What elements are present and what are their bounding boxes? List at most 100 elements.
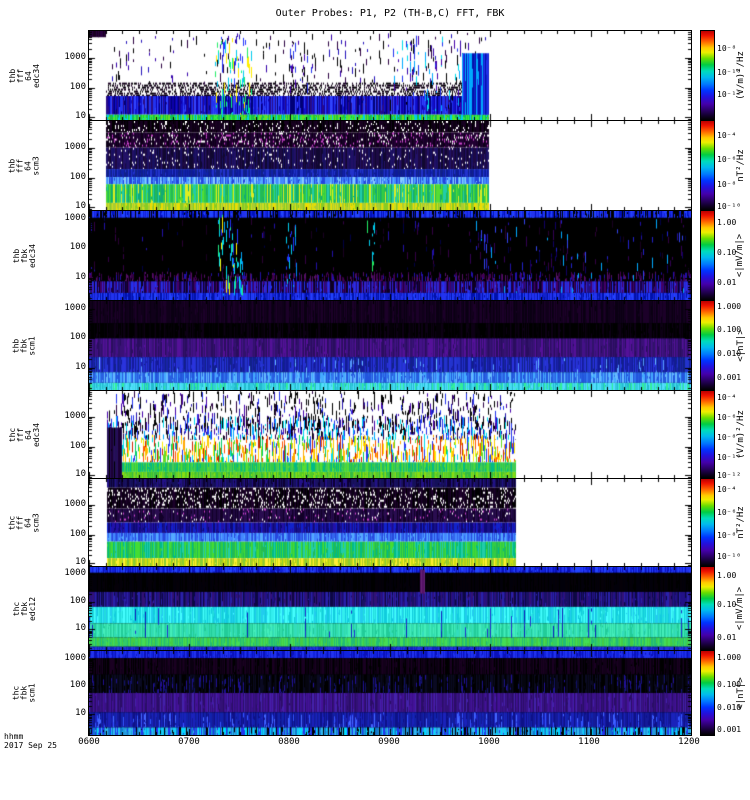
colorbar-unit-label: (V/m)²/Hz bbox=[733, 30, 749, 121]
y-tick-label: 10 bbox=[75, 708, 86, 718]
y-tick-label: 1000 bbox=[64, 411, 86, 422]
colorbar-thc_fff_64_scm3 bbox=[700, 478, 715, 567]
spectrogram-canvas-thb_fbk_edc34 bbox=[89, 211, 691, 300]
spectrogram-panel-thc_fbk_edc12 bbox=[88, 566, 692, 651]
colorbar-unit-label: nT²/Hz bbox=[733, 120, 749, 211]
colorbar-unit-text: (V/m)²/Hz bbox=[735, 410, 746, 459]
y-tick-label: 1000 bbox=[64, 213, 86, 223]
colorbar-tick-label: 10⁻⁶ bbox=[717, 412, 737, 422]
colorbar-tick-label: 10⁻⁴ bbox=[717, 392, 737, 402]
spectrogram-canvas-thb_fff_64_edc34 bbox=[89, 31, 691, 120]
y-tick-label: 10 bbox=[75, 623, 86, 634]
colorbar-unit-label: <|nT|> bbox=[733, 300, 749, 391]
colorbar-tick-label: 10⁻¹² bbox=[717, 471, 742, 481]
y-tick-label: 100 bbox=[69, 528, 86, 539]
colorbar-thb_fbk_edc34 bbox=[700, 210, 715, 301]
colorbar-tick-label: 10⁻⁸ bbox=[717, 180, 737, 190]
colorbar-tick-label: 10⁻¹⁰ bbox=[717, 202, 742, 212]
y-tick-label: 10 bbox=[75, 361, 86, 372]
spectrogram-panel-thc_fff_64_scm3 bbox=[88, 478, 692, 567]
panel-label-thb_fff_64_edc34: thb fff 64 edc34 bbox=[6, 30, 44, 121]
colorbar-tick-label: 10⁻¹⁰ bbox=[717, 67, 742, 77]
spectrogram-panel-thb_fff_64_edc34 bbox=[88, 30, 692, 121]
colorbar-thb_fbk_scm1 bbox=[700, 300, 715, 391]
colorbar-unit-text: <|mV/m|> bbox=[735, 233, 746, 278]
panel-label-text: thc fbk edc12 bbox=[12, 596, 37, 621]
y-tick-label: 1000 bbox=[64, 568, 86, 579]
colorbar-tick-label: 1.000 bbox=[717, 652, 742, 662]
y-tick-label: 100 bbox=[69, 440, 86, 451]
y-tick-label: 1000 bbox=[64, 652, 86, 663]
y-tick-label: 10 bbox=[75, 111, 86, 122]
spectrogram-panel-thc_fbk_scm1 bbox=[88, 650, 692, 736]
spectrogram-panel-thc_fff_64_edc34 bbox=[88, 390, 692, 479]
colorbar-tick-label: 10⁻⁴ bbox=[717, 485, 737, 495]
colorbar-unit-label: <|nT|> bbox=[733, 650, 749, 736]
panel-label-thb_fff_64_scm3: thb fff 64 scm3 bbox=[6, 120, 44, 211]
colorbar-tick-label: 1.00 bbox=[717, 571, 737, 581]
colorbar-tick-label: 1.00 bbox=[717, 217, 737, 227]
colorbar-tick-label: 0.001 bbox=[717, 372, 742, 382]
colorbar-tick-label: 1.000 bbox=[717, 302, 742, 312]
y-tick-label: 10 bbox=[75, 201, 86, 212]
panel-label-thc_fff_64_edc34: thc fff 64 edc34 bbox=[6, 390, 44, 479]
colorbar-tick-label: 0.10 bbox=[717, 247, 737, 257]
x-tick-label: 0900 bbox=[378, 737, 400, 747]
spectrogram-canvas-thc_fbk_edc12 bbox=[89, 567, 691, 650]
panel-label-thc_fff_64_scm3: thc fff 64 scm3 bbox=[6, 478, 44, 567]
y-tick-label: 1000 bbox=[64, 499, 86, 510]
x-tick-label: 0600 bbox=[78, 737, 100, 747]
panel-label-thb_fbk_edc34: thb fbk edc34 bbox=[6, 210, 44, 301]
y-tick-label: 10 bbox=[75, 469, 86, 480]
panel-label-text: thc fff 64 edc34 bbox=[8, 422, 41, 447]
y-tick-label: 1000 bbox=[64, 303, 86, 313]
panel-label-text: thc fff 64 scm3 bbox=[7, 512, 41, 533]
panel-label-thc_fbk_edc12: thc fbk edc12 bbox=[6, 566, 44, 651]
y-tick-label: 100 bbox=[69, 680, 86, 691]
colorbar-thc_fbk_edc12 bbox=[700, 566, 715, 651]
spectrogram-canvas-thc_fbk_scm1 bbox=[89, 651, 691, 735]
y-tick-label: 100 bbox=[69, 595, 86, 606]
spectrogram-canvas-thc_fff_64_edc34 bbox=[89, 391, 691, 478]
spectrogram-panel-thb_fbk_scm1 bbox=[88, 300, 692, 391]
colorbar-tick-label: 10⁻¹⁰ bbox=[717, 452, 742, 462]
colorbar-thb_fff_64_edc34 bbox=[700, 30, 715, 121]
y-tick-label: 1000 bbox=[64, 51, 86, 62]
colorbar-unit-text: (V/m)²/Hz bbox=[735, 51, 746, 100]
colorbar-tick-label: 10⁻¹⁰ bbox=[717, 552, 742, 562]
colorbar-thc_fff_64_edc34 bbox=[700, 390, 715, 479]
colorbar-tick-label: 0.001 bbox=[717, 724, 742, 734]
panel-label-text: thb fff 64 edc34 bbox=[8, 63, 41, 88]
colorbar-tick-label: 10⁻⁶ bbox=[717, 507, 737, 517]
x-tick-label: 0700 bbox=[178, 737, 200, 747]
colorbar-tick-label: 10⁻⁸ bbox=[717, 432, 737, 442]
colorbar-tick-label: 10⁻⁸ bbox=[717, 530, 737, 540]
panel-label-text: thb fbk scm1 bbox=[11, 335, 37, 356]
colorbar-unit-text: <|nT|> bbox=[735, 676, 746, 710]
colorbar-tick-label: 0.10 bbox=[717, 600, 737, 610]
spectrogram-canvas-thb_fff_64_scm3 bbox=[89, 121, 691, 210]
colorbar-unit-label: (V/m)²/Hz bbox=[733, 390, 749, 479]
colorbar-tick-label: 0.010 bbox=[717, 703, 742, 713]
colorbar-tick-label: 0.100 bbox=[717, 325, 742, 335]
colorbar-unit-text: <|mV/m|> bbox=[735, 586, 746, 631]
colorbar-tick-label: 10⁻⁸ bbox=[717, 43, 737, 53]
colorbar-tick-label: 0.01 bbox=[717, 632, 737, 642]
panel-label-text: thc fbk scm1 bbox=[11, 683, 37, 703]
y-tick-label: 1000 bbox=[64, 141, 86, 152]
date-label: 2017 Sep 25 bbox=[4, 741, 57, 750]
time-format-label: hhmm bbox=[4, 732, 24, 741]
x-tick-label: 0800 bbox=[278, 737, 300, 747]
y-tick-label: 10 bbox=[75, 271, 86, 282]
colorbar-tick-label: 10⁻⁴ bbox=[717, 131, 737, 141]
spectrogram-canvas-thc_fff_64_scm3 bbox=[89, 479, 691, 566]
colorbar-tick-label: 0.01 bbox=[717, 278, 737, 288]
plot-title: Outer Probes: P1, P2 (TH-B,C) FFT, FBK bbox=[275, 8, 505, 19]
spectrogram-panel-thb_fff_64_scm3 bbox=[88, 120, 692, 211]
x-tick-label: 1000 bbox=[478, 737, 500, 747]
panel-label-text: thb fbk edc34 bbox=[12, 243, 37, 268]
colorbar-unit-text: nT²/Hz bbox=[735, 506, 746, 539]
x-tick-label: 1100 bbox=[578, 737, 600, 747]
footer: hhmm 2017 Sep 25 bbox=[4, 732, 57, 750]
